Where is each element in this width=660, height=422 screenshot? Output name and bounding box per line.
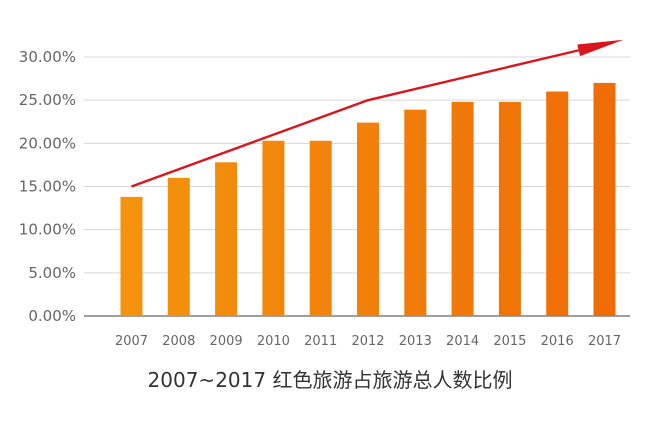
y-tick-label: 10.00%: [19, 221, 76, 239]
y-tick-label: 25.00%: [19, 91, 76, 109]
chart-title: 2007~2017 红色旅游占旅游总人数比例: [148, 368, 513, 392]
trend-arrow-head: [577, 39, 624, 57]
x-tick-label: 2010: [257, 334, 290, 349]
y-tick-label: 30.00%: [19, 48, 76, 66]
x-tick-label: 2011: [304, 334, 337, 349]
y-tick-label: 20.00%: [19, 134, 76, 152]
y-tick-label: 5.00%: [28, 264, 76, 282]
x-tick-label: 2017: [588, 334, 621, 349]
bar-2014: [451, 101, 474, 316]
x-tick-label: 2013: [399, 334, 432, 349]
bars: [120, 82, 616, 317]
bar-2010: [262, 140, 285, 316]
bar-2015: [498, 101, 521, 316]
x-tick-label: 2016: [541, 334, 574, 349]
x-tick-label: 2008: [162, 334, 195, 349]
x-tick-label: 2014: [446, 334, 479, 349]
bar-2009: [215, 162, 238, 316]
trend-arrow-line: [131, 48, 581, 188]
trend-arrow: [131, 39, 624, 188]
bar-2011: [309, 140, 332, 316]
bar-2008: [167, 177, 190, 316]
x-axis-ticks: 2007 2008 2009 2010 2011 2012 2013 2014 2015 2016…: [115, 334, 621, 349]
y-axis-ticks: 0.00% 5.00% 10.00% 15.00% 20.00% 25.00% 30.00%: [19, 48, 76, 325]
x-tick-label: 2009: [210, 334, 243, 349]
bar-2007: [120, 196, 143, 316]
x-tick-label: 2012: [351, 334, 384, 349]
x-tick-label: 2015: [493, 334, 526, 349]
y-tick-label: 15.00%: [19, 178, 76, 196]
bar-2016: [546, 91, 569, 317]
y-tick-label: 0.00%: [28, 307, 76, 325]
x-tick-label: 2007: [115, 334, 148, 349]
bar-2012: [357, 122, 379, 316]
bar-2013: [404, 109, 427, 316]
bar-2017: [593, 82, 616, 317]
